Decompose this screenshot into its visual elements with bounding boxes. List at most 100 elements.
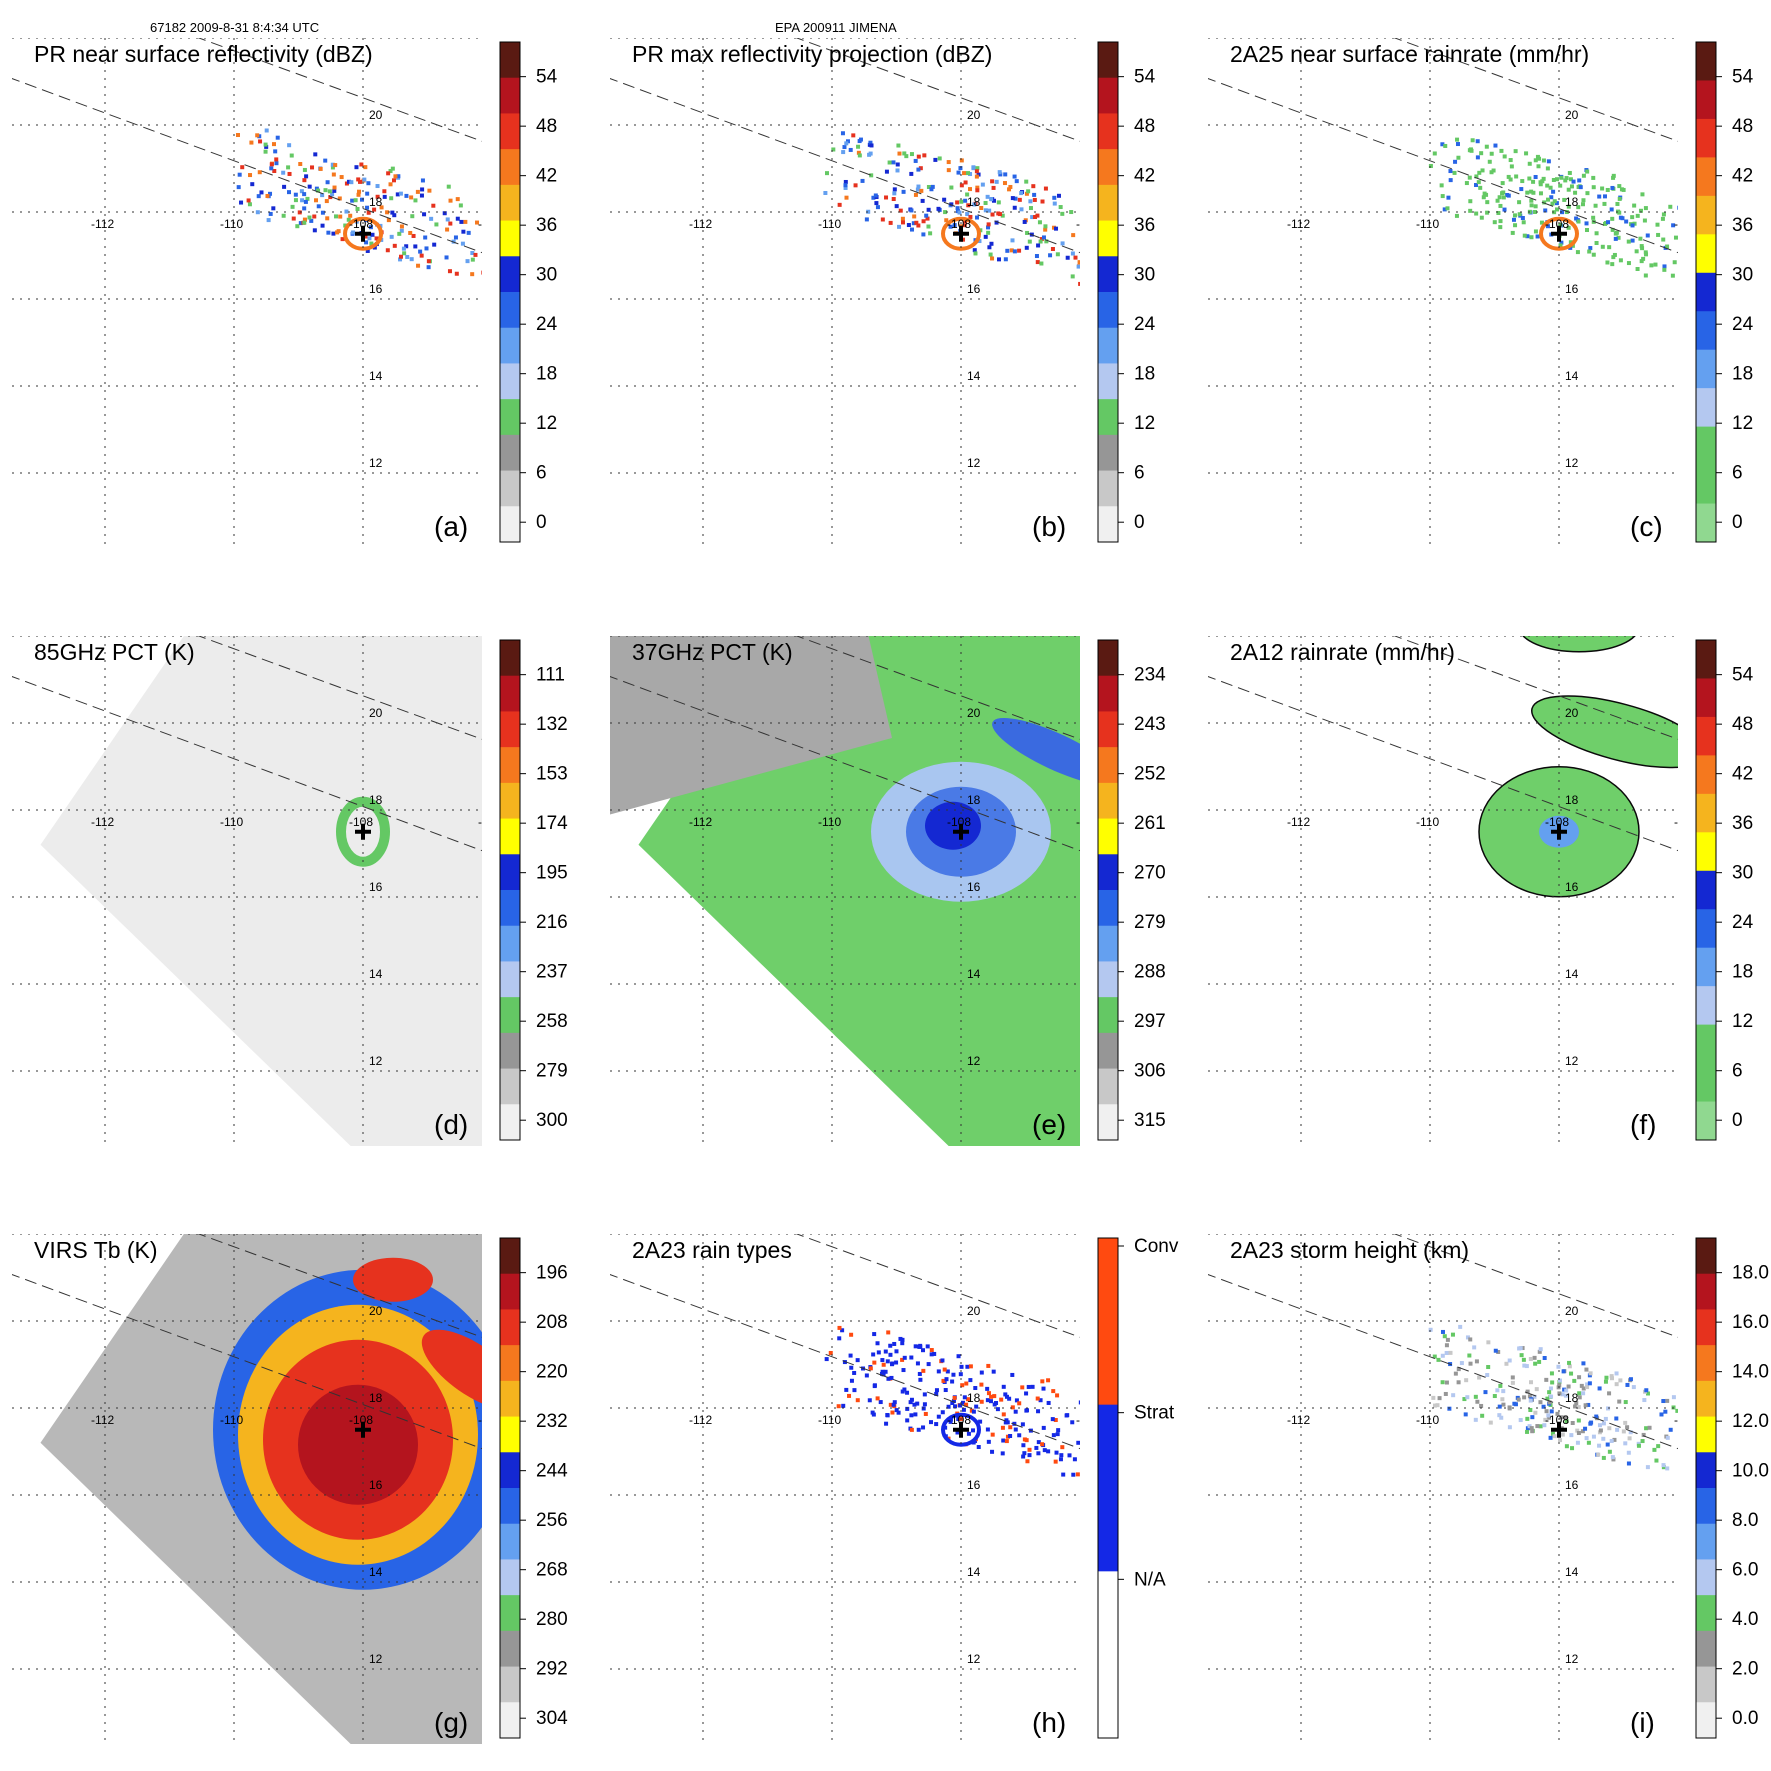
longitude-label: -110 [220, 815, 243, 829]
data-pixel [996, 200, 1001, 205]
storm-center-marker [953, 225, 969, 242]
data-pixel [1535, 1424, 1540, 1429]
longitude-label: -108 [947, 1413, 971, 1427]
data-pixel [897, 151, 902, 156]
data-pixel [1052, 195, 1057, 200]
data-pixel [1661, 1465, 1666, 1470]
data-field [823, 131, 1080, 286]
colorbar-segment [1696, 1452, 1716, 1489]
data-pixel [418, 249, 423, 254]
data-pixel [847, 1393, 852, 1398]
data-pixel [896, 143, 901, 148]
data-pixel [986, 1363, 991, 1368]
data-pixel [273, 149, 278, 154]
data-pixel [880, 1369, 885, 1374]
data-pixel [1567, 170, 1572, 175]
data-pixel [965, 1364, 970, 1369]
swath-edge-south [12, 78, 482, 254]
data-pixel [1653, 262, 1658, 267]
data-pixel [1440, 194, 1445, 199]
data-pixel [302, 192, 307, 197]
data-pixel [1522, 233, 1527, 238]
data-pixel [1510, 1380, 1515, 1385]
data-pixel [1543, 1417, 1548, 1422]
data-pixel [914, 220, 919, 225]
data-pixel [980, 182, 985, 187]
data-pixel [1529, 189, 1534, 194]
data-pixel [392, 178, 397, 183]
colorbar-segment [1098, 961, 1118, 998]
data-pixel [250, 182, 255, 187]
data-pixel [1462, 1397, 1467, 1402]
data-pixel [367, 236, 372, 241]
data-pixel [955, 206, 960, 211]
data-pixel [1597, 1386, 1602, 1391]
data-pixel [1603, 221, 1608, 226]
latitude-label: 12 [1565, 456, 1579, 470]
data-pixel [1500, 1397, 1505, 1402]
data-pixel [1485, 210, 1490, 215]
data-pixel [1567, 1360, 1572, 1365]
data-pixel [1509, 164, 1514, 169]
data-pixel [840, 1328, 845, 1333]
colorbar-segment [1098, 363, 1118, 400]
latitude-label: 14 [1565, 967, 1579, 981]
data-pixel [971, 1409, 976, 1414]
data-pixel [1566, 187, 1571, 192]
data-pixel [481, 270, 482, 275]
data-pixel [884, 169, 889, 174]
longitude-label: -106 [1674, 815, 1678, 829]
data-pixel [1670, 273, 1675, 278]
colorbar-segment [1696, 1380, 1716, 1418]
data-field [1478, 636, 1678, 898]
data-pixel [264, 128, 269, 133]
data-pixel [1003, 1392, 1008, 1397]
colorbar-tick-label: 256 [536, 1510, 568, 1531]
data-pixel [1008, 1425, 1013, 1430]
colorbar-segment [1098, 747, 1118, 784]
data-pixel [1596, 1452, 1601, 1457]
data-pixel [1428, 1327, 1433, 1332]
colorbar-segment [1098, 818, 1118, 855]
colorbar-segment [500, 925, 520, 962]
data-pixel [323, 188, 328, 193]
data-pixel [900, 1341, 905, 1346]
longitude-label: -108 [349, 815, 373, 829]
colorbar-tick-label: 18 [1732, 962, 1753, 983]
latitude-label: 12 [1565, 1054, 1579, 1068]
latitude-label: 16 [1565, 282, 1579, 296]
latitude-label: 16 [369, 1478, 383, 1492]
data-pixel [848, 1353, 853, 1358]
data-pixel [1058, 1457, 1063, 1462]
data-pixel [920, 198, 925, 203]
data-pixel [892, 1341, 897, 1346]
data-pixel [1497, 1413, 1502, 1418]
data-pixel [1598, 1428, 1603, 1433]
data-pixel [1069, 210, 1074, 215]
data-pixel [968, 214, 973, 219]
data-pixel [985, 194, 990, 199]
latitude-label: 16 [967, 880, 981, 894]
data-pixel [1618, 1378, 1623, 1383]
data-pixel [940, 1358, 945, 1363]
data-pixel [1611, 175, 1616, 180]
data-pixel [1017, 1433, 1022, 1438]
data-pixel [1512, 213, 1517, 218]
data-pixel [1071, 1472, 1076, 1477]
data-pixel [1064, 1413, 1069, 1418]
data-pixel [1591, 185, 1596, 190]
data-pixel [1008, 1433, 1013, 1438]
data-pixel [867, 1398, 872, 1403]
panel-label: (c) [1630, 511, 1663, 542]
data-pixel [1481, 195, 1486, 200]
data-pixel [415, 189, 420, 194]
data-pixel [1028, 206, 1033, 211]
data-pixel [397, 231, 402, 236]
swath-edge-south [1208, 78, 1678, 254]
data-pixel [395, 192, 400, 197]
data-pixel [448, 198, 453, 203]
data-pixel [1450, 1332, 1455, 1337]
data-pixel [1475, 139, 1480, 144]
data-pixel [1566, 204, 1571, 209]
data-pixel [892, 187, 897, 192]
